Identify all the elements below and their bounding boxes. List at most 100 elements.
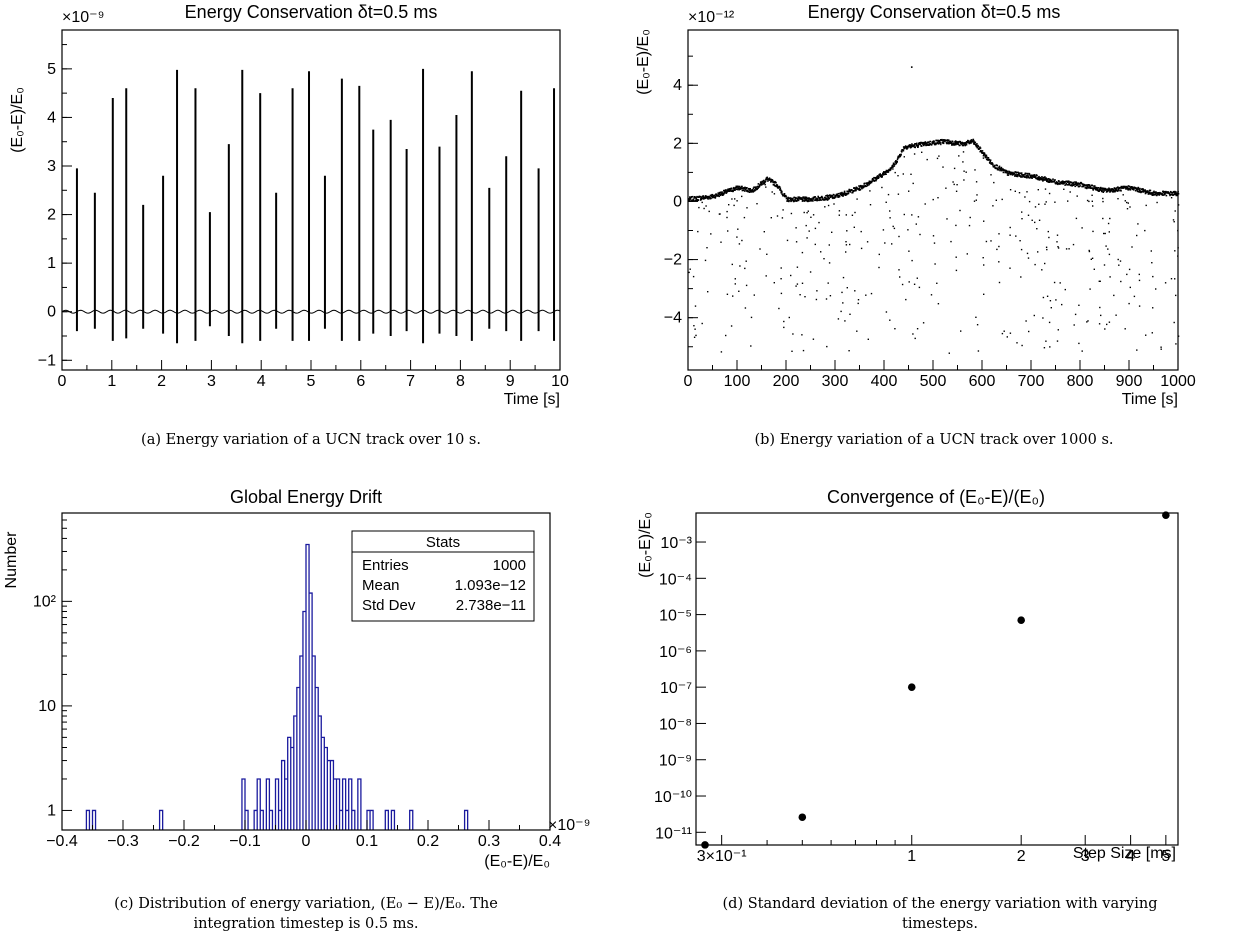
panel-b-point: [738, 243, 741, 245]
panel-b-point: [815, 298, 818, 301]
panel-b-point: [838, 210, 841, 212]
panel-b-point: [1093, 268, 1095, 270]
panel-b-point: [990, 240, 992, 242]
panel-b-point: [804, 296, 806, 298]
panel-b-point: [845, 244, 848, 246]
panel-b-point: [1158, 194, 1160, 196]
panel-b-point: [863, 182, 866, 185]
panel-b-point: [726, 190, 729, 193]
panel-d-xlabel: Step Size [ms]: [1073, 845, 1176, 862]
panel-b-point: [766, 176, 768, 179]
panel-b-point: [959, 209, 961, 212]
panel-b-point: [1020, 248, 1023, 251]
panel-b-point: [1047, 181, 1049, 183]
panel-b-point: [1042, 180, 1044, 182]
panel-b-point: [894, 163, 896, 166]
panel-b-point: [1088, 249, 1090, 252]
panel-b-point: [790, 212, 793, 215]
panel-c-xtick-label: 0.2: [417, 833, 439, 850]
panel-b-point: [889, 168, 892, 171]
panel-b-point: [947, 141, 949, 144]
panel-b-point: [1085, 184, 1087, 187]
panel-b-point: [1016, 171, 1018, 174]
panel-b-point: [750, 189, 752, 192]
panel-b-point: [843, 190, 846, 193]
panel-b-point: [911, 214, 913, 216]
panel-b-point: [1170, 278, 1173, 280]
panel-b-point: [948, 139, 950, 142]
panel-b-point: [1050, 307, 1052, 309]
panel-b-point: [929, 140, 931, 143]
panel-b-point: [801, 197, 803, 199]
panel-b-point: [1092, 189, 1094, 191]
panel-b-point: [733, 187, 736, 190]
panel-b-point: [742, 189, 745, 192]
panel-b-point: [1037, 251, 1039, 253]
panel-b-point: [1048, 180, 1050, 182]
panel-b-point: [990, 174, 992, 176]
panel-b-point: [781, 193, 784, 195]
panel-b-point: [924, 141, 927, 143]
panel-b-point: [1041, 176, 1043, 178]
panel-a-xtick-label: 5: [307, 373, 316, 390]
panel-b-point: [885, 173, 887, 175]
panel-b-point: [814, 196, 816, 198]
panel-b-point: [766, 253, 768, 255]
panel-b-point: [908, 281, 910, 283]
panel-b-point: [797, 196, 799, 198]
panel-b-point: [902, 149, 905, 152]
panel-b-point: [951, 143, 953, 145]
panel-b-point: [858, 185, 860, 187]
panel-b-point: [1093, 185, 1095, 187]
panel-b-point: [1078, 185, 1080, 188]
panel-b-point: [973, 140, 975, 142]
panel-b-point: [1042, 296, 1045, 299]
panel-a-frame: [61, 29, 561, 371]
panel-b-point: [882, 229, 885, 231]
panel-b-point: [899, 155, 901, 158]
panel-b-point: [712, 196, 715, 198]
panel-b-point: [922, 142, 925, 144]
panel-b-point: [1126, 201, 1128, 204]
panel-b-point: [722, 193, 725, 196]
panel-b-point: [1026, 172, 1028, 175]
panel-b-point: [866, 183, 868, 186]
panel-b-point: [923, 143, 925, 146]
panel-b-point: [807, 199, 810, 201]
panel-b-point: [1038, 203, 1040, 205]
panel-b-point: [1055, 299, 1057, 301]
panel-b-point: [829, 295, 832, 297]
stats-box: Stats Entries 1000 Mean 1.093e−12 Std De…: [351, 530, 535, 622]
panel-b-point: [689, 196, 691, 198]
panel-b-point: [709, 194, 712, 197]
panel-b-point: [932, 235, 935, 237]
panel-b-point: [941, 138, 943, 141]
panel-b-point: [856, 198, 858, 200]
panel-c-histogram: [85, 543, 469, 830]
panel-b-point: [886, 169, 889, 172]
panel-b-point: [895, 160, 897, 162]
panel-b-point: [692, 198, 695, 201]
panel-b-point: [819, 197, 821, 200]
panel-b-point: [858, 189, 861, 191]
panel-b-point: [795, 196, 797, 199]
panel-b-point: [1117, 188, 1120, 191]
panel-b-point: [763, 231, 765, 233]
panel-d-xtick-label: 2: [1017, 848, 1026, 865]
panel-b-point: [744, 186, 746, 189]
panel-b-point: [897, 193, 900, 195]
panel-b-yticks: −4 −2 0 2 4: [664, 55, 698, 348]
panel-b-point: [806, 212, 808, 214]
panel-b-point: [1101, 190, 1103, 193]
panel-b-point: [1025, 320, 1027, 322]
panel-b-point: [1098, 189, 1101, 192]
panel-b-point: [1125, 188, 1128, 190]
panel-b-point: [940, 143, 942, 146]
panel-b-point: [1040, 177, 1043, 180]
panel-b-point: [708, 210, 710, 213]
panel-b-point: [923, 142, 926, 145]
panel-b-point: [1031, 219, 1033, 221]
panel-d-caption-line1: (d) Standard deviation of the energy var…: [723, 896, 1158, 912]
panel-b-point: [1043, 178, 1045, 180]
panel-b-point: [917, 216, 920, 218]
